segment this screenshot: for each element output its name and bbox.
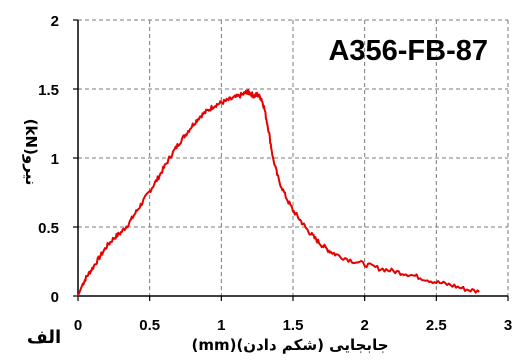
series-layer <box>78 90 479 296</box>
y-tick-label: 0 <box>51 289 59 306</box>
x-axis-title: جابجایی (شکم دادن)(mm) <box>191 336 388 354</box>
y-tick-label: 1.5 <box>38 82 59 99</box>
y-tick-label: 2 <box>51 13 59 30</box>
x-tick-label: 2.5 <box>426 317 447 334</box>
x-tick-label: 3 <box>504 317 512 334</box>
specimen-annotation: A356-FB-87 <box>328 35 488 67</box>
y-axis-title: نیرو(kN) <box>22 119 40 186</box>
x-tick-label: 2 <box>360 317 368 334</box>
x-tick-label: 0.5 <box>139 317 160 334</box>
x-tick-label: 1 <box>217 317 225 334</box>
x-tick-label: 0 <box>74 317 82 334</box>
series-line <box>78 90 479 296</box>
y-tick-label: 1 <box>51 151 59 168</box>
x-tick-label: 1.5 <box>283 317 304 334</box>
panel-label: الف <box>27 327 61 348</box>
y-tick-label: 0.5 <box>38 220 59 237</box>
